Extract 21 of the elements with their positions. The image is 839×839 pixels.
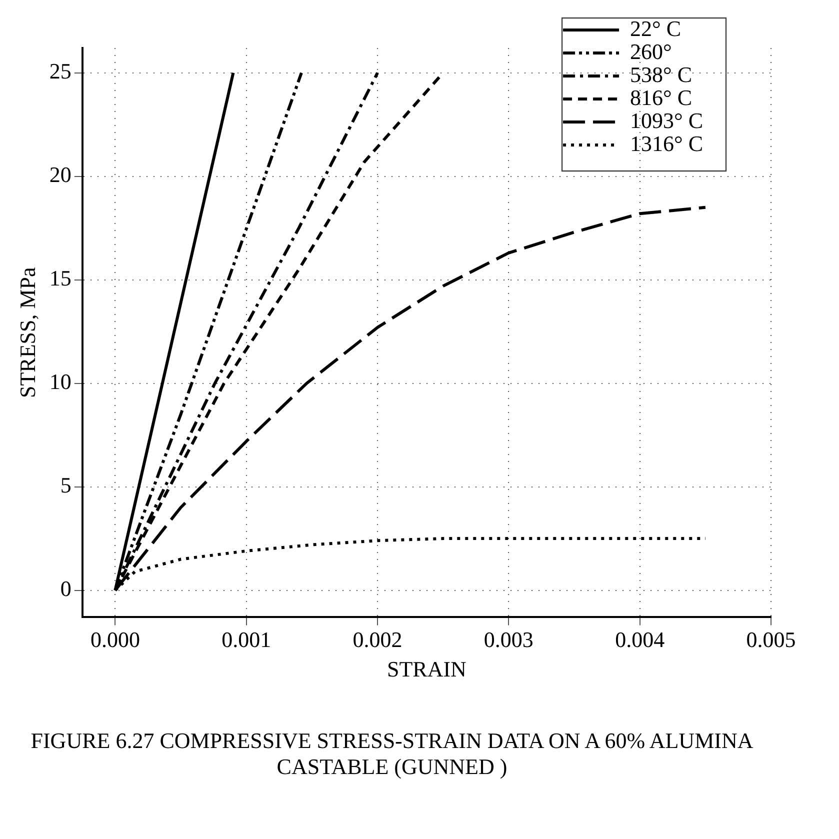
y-tick-label: 10: [49, 369, 72, 394]
caption: FIGURE 6.27 COMPRESSIVE STRESS-STRAIN DATA ON A 60% ALUMINA CASTABLE (GUNNED ): [30, 728, 754, 780]
legend-label: 538° C: [630, 62, 692, 87]
x-tick-label: 0.003: [484, 627, 534, 652]
y-tick-label: 20: [49, 162, 72, 188]
y-tick-label: 5: [60, 472, 72, 498]
x-tick-label: 0.002: [352, 627, 402, 652]
x-tick-label: 0.004: [615, 627, 665, 652]
y-tick-label: 25: [49, 58, 72, 84]
x-tick-label: 0.001: [222, 627, 272, 652]
legend-label: 1316° C: [630, 130, 704, 156]
x-axis-title: STRAIN: [386, 656, 467, 682]
y-tick-label: 15: [49, 266, 72, 291]
y-axis-title: STRESS, MPa: [14, 266, 40, 398]
legend-label: 260°: [630, 38, 672, 64]
legend-label: 1093° C: [630, 108, 704, 133]
x-tick-label: 0.005: [746, 627, 796, 652]
y-tick-label: 0: [60, 576, 72, 602]
legend-label: 22° C: [630, 16, 682, 41]
legend-label: 816° C: [630, 84, 692, 110]
x-tick-label: 0.000: [90, 627, 140, 652]
